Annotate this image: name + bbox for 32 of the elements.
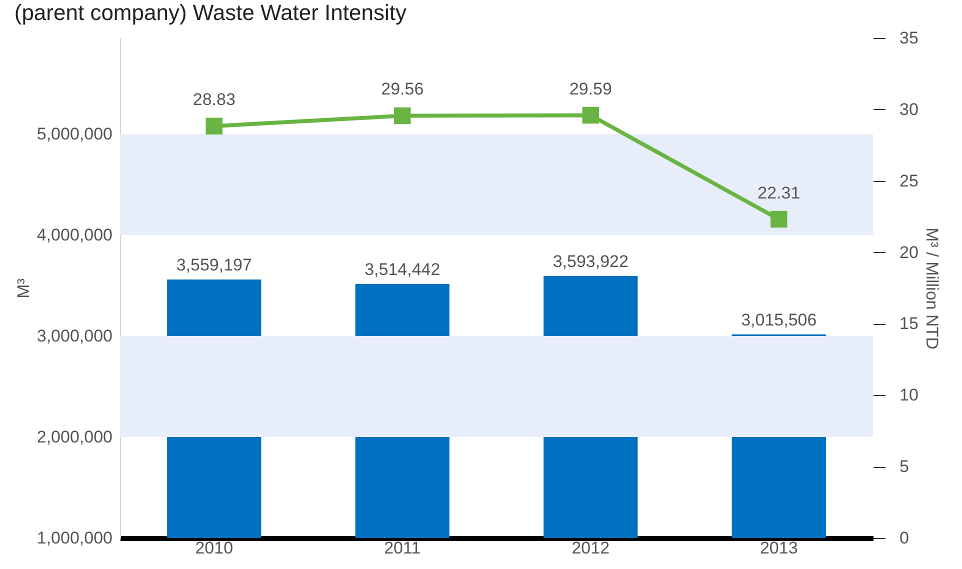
point (394, 107, 411, 124)
y2-axis-title: M³ / Million NTD (922, 228, 942, 350)
y2-tick-label: 30 (900, 100, 918, 119)
y2-tick-label: 10 (900, 386, 918, 405)
data-label: 3,593,922 (552, 252, 628, 271)
y2-tick-label: 35 (900, 28, 918, 48)
point (206, 118, 222, 135)
y-tick-label: 1,000,000 (36, 528, 112, 548)
y2-tick-label: 20 (900, 242, 918, 262)
data-label: 3,559,197 (176, 255, 252, 274)
y-tick-label: 3,000,000 (36, 326, 112, 346)
x-tick-label: 2010 (195, 538, 234, 558)
x-tick-label: 2011 (384, 538, 421, 558)
y2-tick-label: 0 (900, 528, 909, 548)
point (770, 210, 788, 228)
point (582, 106, 599, 124)
y2-tick-label: 25 (900, 171, 918, 190)
y2-tick-label: 5 (900, 457, 909, 476)
data-label: 22.31 (758, 183, 800, 202)
data-label: 29.56 (381, 80, 424, 99)
y-tick-label: 2,000,000 (36, 427, 112, 446)
y-tick-label: 4,000,000 (36, 225, 112, 244)
data-label: 3,015,506 (741, 310, 817, 330)
x-tick-label: 2013 (760, 538, 798, 558)
data-label: 29.59 (569, 79, 612, 98)
data-label: 3,514,442 (364, 260, 440, 280)
data-label: 28.83 (192, 90, 236, 110)
x-tick-label: 2012 (572, 538, 610, 558)
y-tick-label: 5,000,000 (36, 124, 112, 144)
y2-tick-label: 15 (900, 314, 918, 334)
chart-title: (parent company) Waste Water Intensity (14, 0, 406, 25)
y-axis-title: M³ (14, 278, 33, 298)
